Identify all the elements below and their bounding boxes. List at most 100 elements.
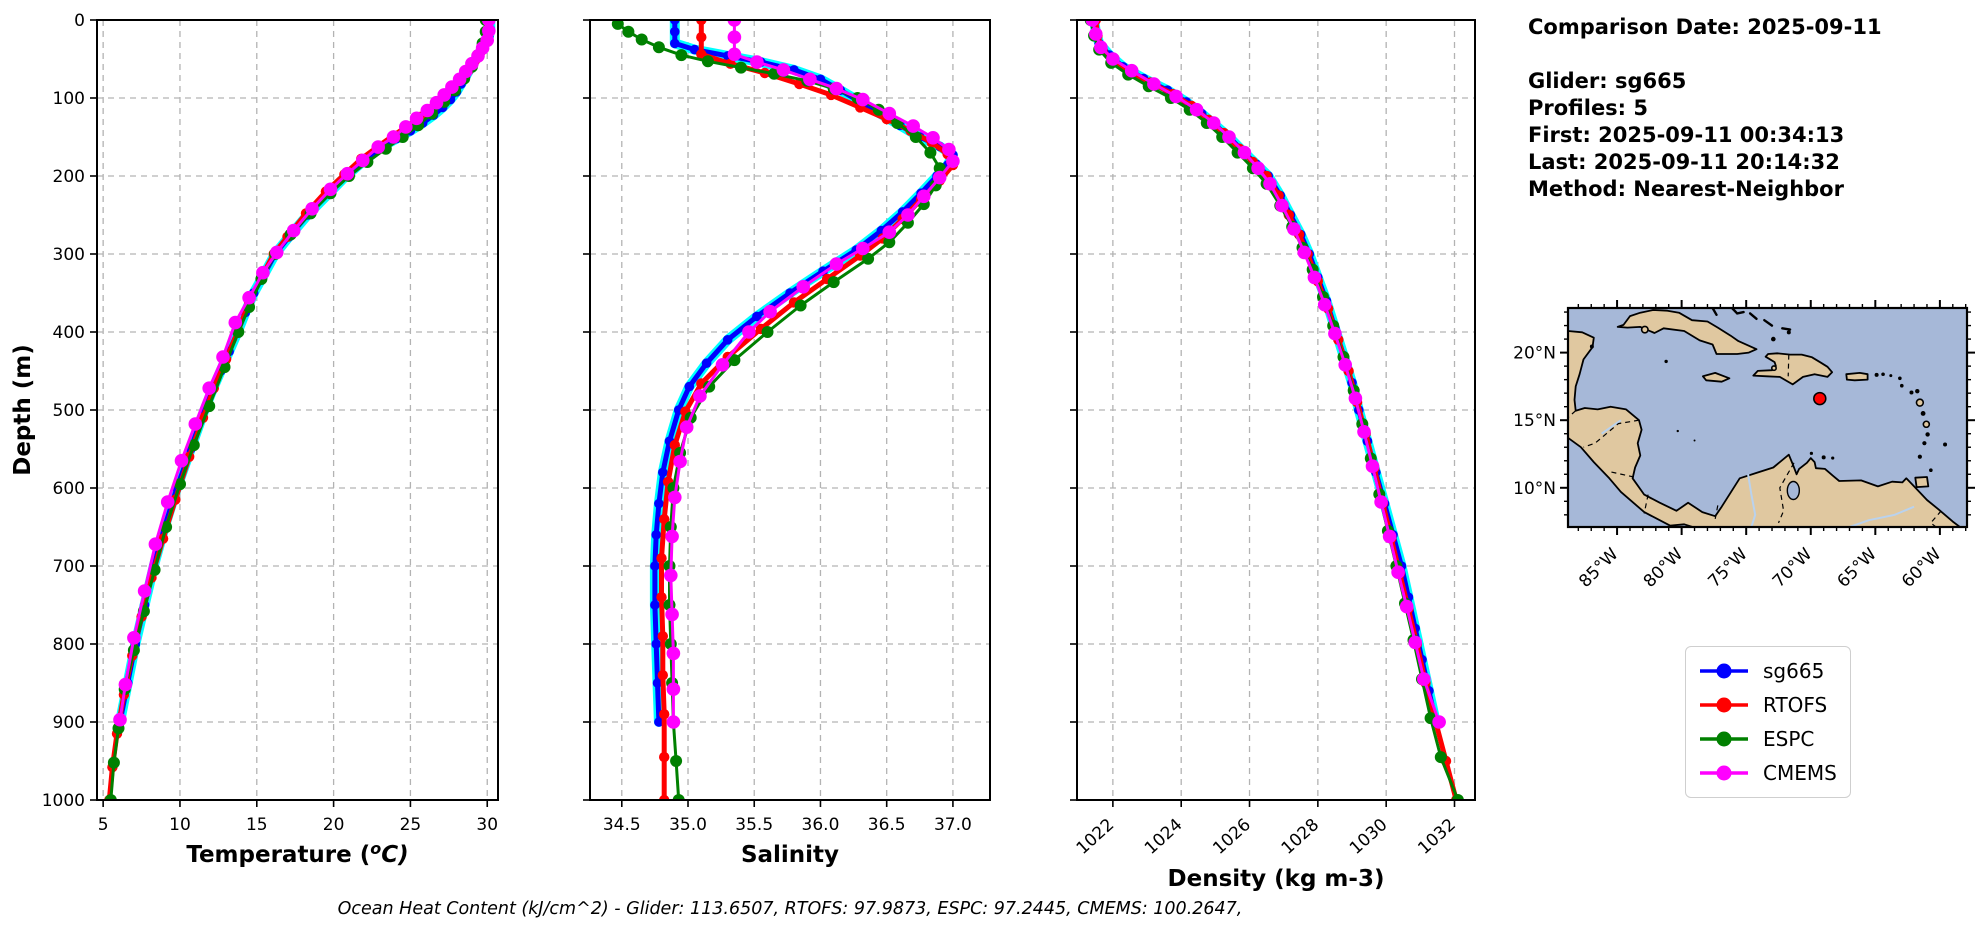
map-lon-label: 60°W (1898, 544, 1945, 591)
map-island (1922, 420, 1931, 429)
map-border (1929, 510, 1942, 527)
data-point-marker (1434, 751, 1447, 764)
data-point-marker (752, 311, 762, 322)
data-point-marker (946, 154, 960, 168)
data-point-marker (286, 223, 301, 238)
map-islet (1899, 383, 1904, 388)
map-islet (1589, 344, 1594, 349)
data-point-marker (882, 106, 897, 121)
map-islet (1922, 441, 1927, 446)
data-point-marker (371, 140, 386, 154)
legend-item-CMEMS: CMEMS (1686, 756, 1850, 790)
map-islet (1664, 359, 1668, 364)
map-island (1915, 398, 1925, 407)
series-CMEMS-line (1090, 20, 1441, 724)
data-point-marker (202, 381, 216, 396)
data-point-marker (684, 381, 695, 392)
data-point-marker (203, 400, 216, 413)
data-point-marker (1338, 358, 1352, 372)
y-tick-label: 600 (53, 479, 85, 499)
series-sg665-markers (1089, 20, 1441, 727)
axis-ticks (1070, 19, 1456, 807)
map-border (1777, 462, 1795, 524)
data-point-marker (862, 252, 875, 265)
legend-label: ESPC (1763, 727, 1815, 751)
map-bahamas-bank (1781, 327, 1792, 331)
data-point-marker (750, 55, 764, 69)
data-point-marker (160, 495, 175, 509)
data-point-marker (652, 41, 665, 54)
data-point-marker (715, 358, 730, 372)
data-point-marker (174, 453, 189, 468)
x-tick-label: 37.0 (934, 815, 972, 835)
data-point-marker (1094, 40, 1108, 55)
data-point-marker (909, 131, 922, 143)
density-plot: 1022 1024 1026 1028 1030 1032 Density (kg m-3) (1070, 19, 1476, 892)
data-point-marker (727, 47, 742, 62)
data-point-marker (829, 257, 844, 271)
data-point-marker (1432, 715, 1446, 729)
y-tick-label: 400 (53, 323, 85, 343)
map-lat-label: 20°N (1513, 344, 1556, 364)
data-point-marker (926, 131, 940, 145)
series-sg665-line (1091, 20, 1439, 725)
legend-item-sg665: sg665 (1686, 654, 1850, 688)
map-islet (1925, 432, 1930, 437)
data-point-marker (924, 146, 937, 159)
series-group (1084, 20, 1464, 800)
data-point-marker (761, 326, 774, 338)
data-point-marker (340, 166, 355, 181)
data-point-marker (776, 63, 791, 77)
data-point-marker (1417, 672, 1431, 686)
data-point-marker (827, 276, 840, 289)
data-point-marker (399, 120, 413, 134)
map-puerto-rico (1845, 372, 1869, 382)
x-axis-label-temperature: Temperature (oC) (186, 839, 408, 868)
map-lake-maracaibo (1786, 480, 1801, 501)
data-point-marker (727, 30, 742, 44)
data-point-marker (1391, 565, 1405, 579)
data-point-marker (656, 592, 667, 603)
data-point-marker (1263, 177, 1277, 191)
y-tick-label: 700 (53, 557, 85, 577)
data-point-marker (242, 290, 256, 305)
series-CMEMS-markers (664, 20, 960, 729)
data-point-marker (118, 677, 133, 692)
map-islet (1881, 372, 1885, 377)
x-tick-label: 35.0 (669, 815, 707, 835)
x-axis-label-density: Density (kg m-3) (1168, 866, 1385, 892)
x-tick-label: 1032 (1414, 815, 1460, 859)
map-land-group (1568, 308, 1962, 527)
x-tick-label: 5 (98, 815, 109, 835)
data-point-marker (650, 561, 660, 571)
map-lon-label: 85°W (1575, 544, 1622, 591)
data-point-marker (796, 280, 810, 294)
data-point-marker (883, 236, 896, 249)
data-point-marker (670, 20, 680, 25)
x-tick-label: 1028 (1278, 815, 1324, 859)
legend: sg665 RTOFS ESPC CMEMS (1685, 646, 1851, 798)
data-point-marker (305, 202, 319, 216)
data-point-marker (218, 361, 231, 374)
data-point-marker (174, 478, 186, 491)
data-point-marker (1287, 222, 1301, 236)
data-point-marker (270, 245, 284, 260)
data-point-marker (803, 72, 817, 87)
data-point-marker (127, 631, 141, 645)
data-point-marker (1451, 794, 1464, 800)
data-point-marker (1399, 599, 1414, 614)
data-point-marker (622, 25, 635, 38)
series-glider-profiles-line (1089, 20, 1441, 727)
data-point-marker (1328, 326, 1342, 341)
data-point-marker (657, 670, 668, 681)
axis-ticks (90, 19, 489, 807)
data-point-marker (763, 304, 777, 319)
data-point-marker (675, 49, 688, 62)
data-point-marker (1251, 161, 1265, 175)
y-tick-label: 1000 (42, 791, 85, 811)
data-point-marker (113, 712, 127, 727)
map-islet (1909, 390, 1914, 395)
data-point-marker (356, 153, 370, 168)
legend-swatch-sg665 (1700, 663, 1748, 679)
data-point-marker (137, 584, 152, 598)
